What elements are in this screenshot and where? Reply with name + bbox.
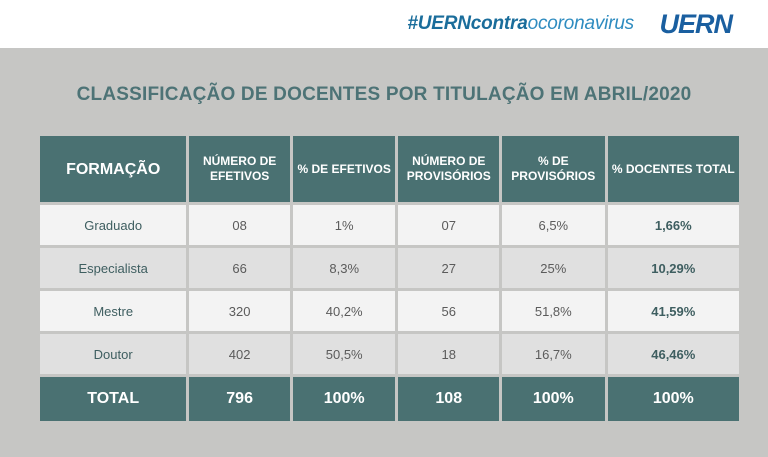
cell-percent-provisorios: 51,8% — [502, 291, 605, 331]
total-percent-total: 100% — [607, 377, 739, 421]
cell-formacao: Doutor — [40, 334, 187, 374]
total-percent-efetivos: 100% — [292, 377, 396, 421]
cell-numero-efetivos: 402 — [189, 334, 290, 374]
cell-percent-efetivos: 40,2% — [292, 291, 396, 331]
table-row: Especialista 66 8,3% 27 25% 10,29% — [40, 248, 739, 288]
cell-percent-efetivos: 50,5% — [292, 334, 396, 374]
page-title: CLASSIFICAÇÃO DE DOCENTES POR TITULAÇÃO … — [76, 84, 692, 105]
campaign-hashtag: #UERNcontraocoronavirus — [407, 13, 634, 34]
table-row: Graduado 08 1% 07 6,5% 1,66% — [40, 205, 739, 245]
cell-numero-provisorios: 07 — [398, 205, 500, 245]
cell-percent-total: 1,66% — [607, 205, 739, 245]
cell-percent-total: 46,46% — [607, 334, 739, 374]
cell-numero-provisorios: 56 — [398, 291, 500, 331]
cell-numero-provisorios: 18 — [398, 334, 500, 374]
header-numero-efetivos: NÚMERO DE EFETIVOS — [189, 136, 290, 202]
cell-numero-efetivos: 66 — [189, 248, 290, 288]
cell-numero-provisorios: 27 — [398, 248, 500, 288]
header-percent-efetivos: % DE EFETIVOS — [292, 136, 396, 202]
uern-logo: UERN — [659, 9, 733, 39]
cell-formacao: Especialista — [40, 248, 187, 288]
cell-percent-provisorios: 25% — [502, 248, 605, 288]
header-percent-total: % DOCENTES TOTAL — [607, 136, 739, 202]
table-row: Mestre 320 40,2% 56 51,8% 41,59% — [40, 291, 739, 331]
cell-percent-efetivos: 8,3% — [292, 248, 396, 288]
cell-numero-efetivos: 320 — [189, 291, 290, 331]
total-percent-provisorios: 100% — [502, 377, 605, 421]
total-label: TOTAL — [40, 377, 187, 421]
table-header-row: FORMAÇÃO NÚMERO DE EFETIVOS % DE EFETIVO… — [40, 136, 739, 202]
table-total-row: TOTAL 796 100% 108 100% 100% — [40, 377, 739, 421]
cell-percent-provisorios: 6,5% — [502, 205, 605, 245]
header-formacao: FORMAÇÃO — [40, 136, 187, 202]
header-numero-provisorios: NÚMERO DE PROVISÓRIOS — [398, 136, 500, 202]
cell-percent-provisorios: 16,7% — [502, 334, 605, 374]
cell-percent-efetivos: 1% — [292, 205, 396, 245]
total-numero-efetivos: 796 — [189, 377, 290, 421]
docentes-table: FORMAÇÃO NÚMERO DE EFETIVOS % DE EFETIVO… — [40, 136, 739, 421]
cell-percent-total: 10,29% — [607, 248, 739, 288]
total-numero-provisorios: 108 — [398, 377, 500, 421]
table-row: Doutor 402 50,5% 18 16,7% 46,46% — [40, 334, 739, 374]
cell-formacao: Graduado — [40, 205, 187, 245]
header-percent-provisorios: % DE PROVISÓRIOS — [502, 136, 605, 202]
cell-percent-total: 41,59% — [607, 291, 739, 331]
top-bar: #UERNcontraocoronavirus UERN — [0, 0, 768, 48]
cell-numero-efetivos: 08 — [189, 205, 290, 245]
cell-formacao: Mestre — [40, 291, 187, 331]
